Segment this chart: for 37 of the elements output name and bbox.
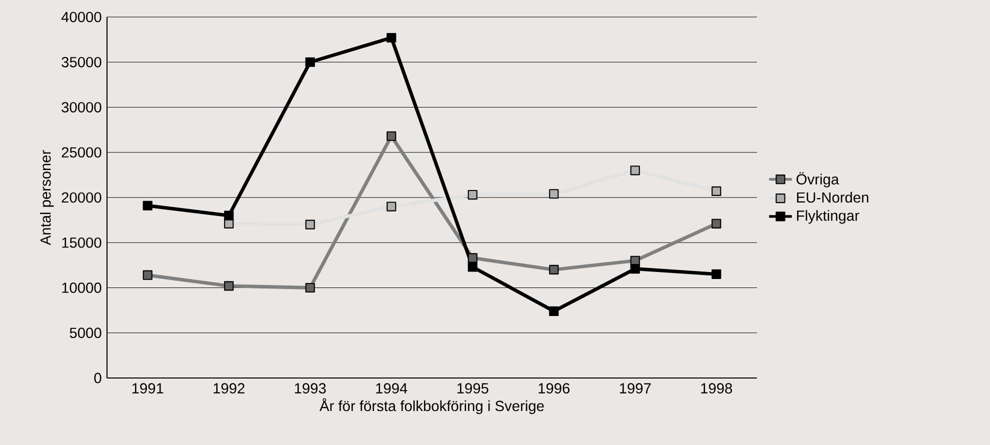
x-tick-label: 1995	[457, 383, 488, 394]
point	[549, 306, 559, 316]
point	[224, 281, 234, 291]
y-tick-label: 10000	[62, 282, 102, 293]
y-tick-label: 30000	[62, 102, 102, 112]
y-tick-label: 40000	[61, 12, 102, 22]
point	[305, 57, 315, 67]
y-tick-label: 25000	[62, 147, 102, 158]
y-tick-label: 0	[94, 372, 102, 384]
y-tick-label: 5000	[70, 328, 102, 338]
point	[142, 200, 152, 210]
x-tick-label: 1996	[538, 383, 570, 394]
y-axis-title: Antal personer	[40, 150, 54, 246]
y-tick-label: 15000	[62, 237, 102, 248]
point	[630, 264, 640, 274]
point	[224, 210, 234, 220]
x-axis-title: År för första folkbokföring i Sverige	[320, 398, 544, 414]
point	[549, 264, 559, 274]
point	[305, 282, 315, 293]
legend-label: Flyktingar	[797, 210, 860, 224]
point	[468, 253, 478, 263]
legend-label: EU-Norden	[797, 192, 868, 203]
y-tick-label: 20000	[62, 192, 102, 203]
point	[386, 131, 396, 141]
point	[468, 262, 478, 272]
x-tick-label: 1997	[620, 383, 651, 394]
x-tick-label: 1992	[214, 383, 244, 394]
y-tick-label: 35000	[62, 56, 102, 68]
x-tick-label: 1991	[132, 383, 164, 394]
point	[712, 218, 722, 228]
point	[712, 269, 722, 280]
x-tick-label: 1993	[294, 383, 326, 394]
x-tick-label: 1998	[701, 383, 732, 394]
point	[386, 32, 396, 43]
point	[142, 270, 152, 280]
legend-label: Övriga	[796, 172, 840, 188]
x-tick-label: 1994	[376, 383, 408, 394]
